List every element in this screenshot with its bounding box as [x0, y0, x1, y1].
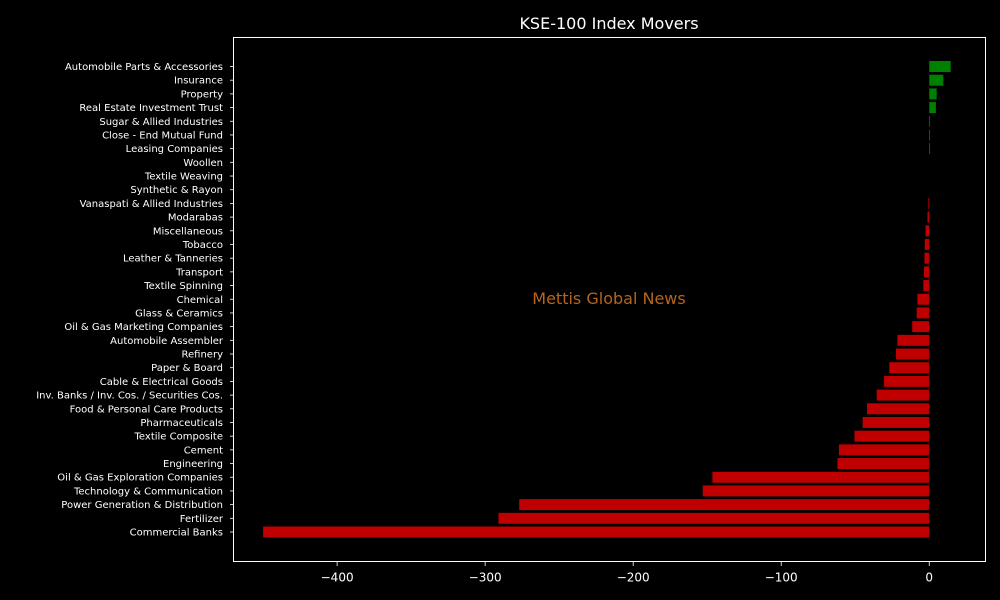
bar — [927, 211, 930, 223]
y-tick-label: Leather & Tanneries — [123, 254, 223, 265]
y-tick-label: Modarabas — [168, 213, 223, 224]
y-tick-label: Fertilizer — [180, 514, 224, 525]
x-tick-label: −200 — [617, 571, 650, 585]
bar — [884, 375, 930, 387]
bar — [929, 115, 931, 127]
y-tick-label: Glass & Ceramics — [135, 308, 223, 319]
bars-layer — [263, 61, 951, 538]
y-tick-label: Pharmaceuticals — [140, 418, 223, 429]
y-tick-label: Engineering — [163, 459, 223, 470]
y-tick-label: Leasing Companies — [126, 144, 223, 155]
bar — [924, 266, 930, 278]
bar — [925, 225, 930, 237]
bar — [924, 239, 930, 250]
bar — [838, 444, 930, 456]
chart-title: KSE-100 Index Movers — [519, 14, 698, 33]
y-tick-label: Tobacco — [182, 240, 223, 251]
bar — [837, 458, 930, 470]
y-tick-label: Inv. Banks / Inv. Cos. / Securities Cos. — [36, 391, 223, 402]
bar — [854, 430, 930, 442]
bar — [929, 129, 931, 141]
bar — [889, 362, 930, 374]
bar — [916, 307, 930, 319]
bar — [702, 485, 930, 497]
y-tick-label: Textile Weaving — [144, 172, 223, 183]
y-tick-label: Cement — [184, 445, 223, 456]
y-tick-label: Textile Spinning — [143, 281, 223, 292]
y-tick-label: Cable & Electrical Goods — [100, 377, 223, 388]
bar — [862, 416, 930, 428]
y-tick-label: Real Estate Investment Trust — [79, 103, 223, 114]
x-tick-label: −100 — [765, 571, 798, 585]
bar — [712, 471, 930, 483]
y-tick-label: Insurance — [174, 76, 223, 87]
bar — [263, 526, 930, 538]
bar — [929, 74, 944, 86]
y-tick-label: Synthetic & Rayon — [130, 185, 223, 196]
bar — [923, 280, 930, 292]
y-tick-label: Food & Personal Care Products — [70, 404, 223, 415]
bar — [897, 334, 930, 346]
x-ticks: −400 −300 −200 −100 0 — [321, 561, 933, 585]
y-tick-label: Power Generation & Distribution — [61, 500, 223, 511]
bar — [924, 252, 930, 264]
y-tick-label: Commercial Banks — [130, 528, 223, 539]
y-tick-label: Woollen — [183, 158, 223, 169]
bar — [895, 348, 930, 360]
y-tick-label: Property — [181, 89, 223, 100]
watermark-text: Mettis Global News — [532, 289, 685, 308]
bar — [929, 102, 936, 114]
bar — [912, 321, 930, 333]
y-tick-labels: Automobile Parts & Accessories Insurance P… — [36, 62, 234, 539]
y-tick-label: Automobile Parts & Accessories — [65, 62, 223, 73]
bar — [519, 499, 930, 511]
y-tick-label: Refinery — [182, 350, 224, 361]
x-tick-label: −300 — [469, 571, 502, 585]
bar — [498, 512, 930, 524]
bar — [929, 61, 951, 72]
bar — [867, 403, 930, 415]
bar — [929, 88, 937, 100]
y-tick-label: Chemical — [177, 295, 223, 306]
bar — [876, 389, 930, 401]
y-tick-label: Paper & Board — [151, 363, 223, 374]
bar — [929, 143, 931, 155]
y-tick-label: Sugar & Allied Industries — [99, 117, 223, 128]
y-tick-label: Transport — [175, 267, 223, 278]
x-tick-label: 0 — [925, 571, 933, 585]
y-tick-label: Textile Composite — [134, 432, 223, 443]
y-tick-label: Technology & Communication — [73, 486, 223, 497]
bar — [917, 293, 930, 305]
y-tick-label: Oil & Gas Marketing Companies — [64, 322, 223, 333]
y-tick-label: Automobile Assembler — [110, 336, 224, 347]
bar — [928, 197, 930, 209]
x-tick-label: −400 — [321, 571, 354, 585]
y-tick-label: Oil & Gas Exploration Companies — [57, 473, 223, 484]
y-tick-label: Vanaspati & Allied Industries — [80, 199, 223, 210]
y-tick-label: Miscellaneous — [153, 226, 223, 237]
y-tick-label: Close - End Mutual Fund — [102, 130, 223, 141]
plot-frame — [233, 37, 986, 562]
